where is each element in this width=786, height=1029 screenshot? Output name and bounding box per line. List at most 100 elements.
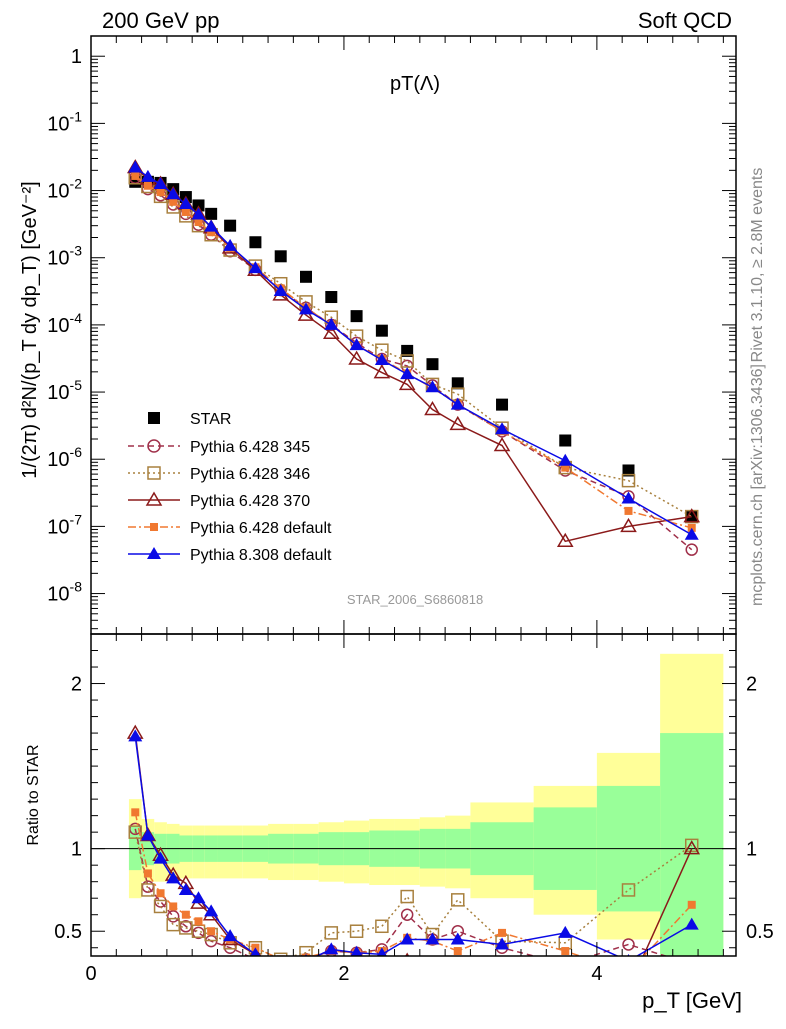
main-point-pythia-6-428-345-20 <box>685 543 698 556</box>
x-axis-label: p_T [GeV] <box>642 988 742 1013</box>
main-point-pythia-6-428-default-0 <box>131 171 140 180</box>
header-left: 200 GeV pp <box>102 8 219 33</box>
main-point-star-9 <box>274 250 287 263</box>
main-y-tick-label-4: 10-4 <box>47 310 82 337</box>
main-point-pythia-8-308-default-16 <box>450 397 465 410</box>
legend-marker-p346 <box>147 466 161 480</box>
main-point-pythia-8-308-default-6 <box>204 219 219 232</box>
ratio-point-pythia-8-308-default-2 <box>153 851 168 864</box>
main-y-axis-label: 1/(2π) d²N/(p_T dy dp_T) [GeV⁻²] <box>19 181 41 478</box>
ratio-point-pythia-8-308-default-11 <box>324 942 339 955</box>
main-point-pythia-6-428-370-20 <box>683 508 701 523</box>
ratio-point-pythia-6-428-default-4 <box>181 910 190 919</box>
main-point-pythia-8-308-default-1 <box>140 169 155 182</box>
ratio-point-pythia-6-428-370-17 <box>495 966 509 978</box>
x-tick-label-4: 4 <box>591 963 602 985</box>
legend-marker-p345 <box>147 439 161 453</box>
ratio-point-pythia-8-308-default-1 <box>140 828 155 841</box>
main-y-tick-label-1: 10-1 <box>47 108 82 135</box>
main-point-pythia-6-428-346-14 <box>400 354 414 368</box>
legend-marker-star <box>148 412 160 424</box>
main-point-pythia-6-428-default-19 <box>624 506 633 515</box>
main-point-pythia-8-308-default-9 <box>273 283 288 296</box>
main-point-pythia-8-308-default-4 <box>178 197 193 210</box>
main-y-tick-label-7: 10-7 <box>47 511 82 538</box>
main-y-tick-label-2: 10-2 <box>47 176 82 203</box>
main-point-pythia-8-308-default-8 <box>248 261 263 274</box>
ratio-point-pythia-8-308-default-17 <box>495 937 510 950</box>
main-point-pythia-8-308-default-18 <box>558 453 573 466</box>
ratio-point-pythia-6-428-346-16 <box>451 893 465 907</box>
ratio-series-group <box>126 724 701 1014</box>
ratio-point-pythia-6-428-346-0 <box>128 825 143 839</box>
ratio-point-pythia-6-428-370-19 <box>622 982 636 994</box>
ratio-point-pythia-8-308-default-8 <box>250 947 261 956</box>
main-series-group <box>126 159 701 556</box>
ratio-point-pythia-6-428-370-15 <box>425 972 439 984</box>
main-point-pythia-8-308-default-12 <box>349 338 364 351</box>
header-right: Soft QCD <box>638 8 732 33</box>
main-point-pythia-8-308-default-11 <box>324 317 339 330</box>
ratio-y-tick-label-left-0.5: 0.5 <box>54 921 82 943</box>
legend-entry-p370: Pythia 6.428 370 <box>128 491 310 510</box>
main-point-star-12 <box>350 310 363 323</box>
main-point-pythia-6-428-370-11 <box>322 324 340 340</box>
ratio-y-tick-label-left-2: 2 <box>71 674 82 696</box>
main-point-star-10 <box>300 270 312 283</box>
ratio-point-pythia-6-428-370-9 <box>274 964 288 976</box>
main-point-star-6 <box>205 207 218 220</box>
main-point-pythia-6-428-370-15 <box>424 401 441 416</box>
legend-label-p8def: Pythia 8.308 default <box>190 547 332 564</box>
main-point-pythia-6-428-default-2 <box>156 188 165 197</box>
main-point-pythia-8-308-default-15 <box>425 380 440 393</box>
ratio-point-pythia-6-428-346-9 <box>273 952 288 956</box>
main-point-star-19 <box>622 464 635 477</box>
main-point-pythia-8-308-default-3 <box>166 187 181 200</box>
main-line-pythia-6-428-346 <box>134 177 693 518</box>
main-point-pythia-6-428-370-19 <box>620 517 637 533</box>
ratio-plot-frame <box>90 633 737 957</box>
ratio-point-pythia-6-428-default-6 <box>207 927 216 936</box>
rivet-side-label: Rivet 3.1.10, ≥ 2.8M events <box>749 168 766 363</box>
x-tick-label-2: 2 <box>338 963 349 985</box>
ratio-point-pythia-8-308-default-7 <box>223 929 238 942</box>
legend: STAR Pythia 6.428 345 Pythia 6.428 346 P… <box>128 411 332 564</box>
ratio-point-pythia-8-308-default-3 <box>166 871 181 884</box>
legend-entry-p8def: Pythia 8.308 default <box>128 547 332 564</box>
ratio-point-pythia-6-428-346-1 <box>141 883 155 897</box>
ratio-point-pythia-6-428-default-19 <box>625 969 633 977</box>
main-point-pythia-6-428-default-18 <box>561 463 570 472</box>
ratio-point-pythia-6-428-default-1 <box>143 869 152 878</box>
mcplots-side-label: mcplots.cern.ch [arXiv:1306.3436] <box>749 364 766 606</box>
analysis-watermark: STAR_2006_S6860818 <box>347 592 483 607</box>
main-point-pythia-6-428-default-6 <box>207 228 216 237</box>
main-point-star-18 <box>559 434 572 447</box>
ratio-point-pythia-8-308-default-16 <box>450 932 465 945</box>
ratio-point-pythia-6-428-370-20 <box>683 840 701 855</box>
legend-entry-star: STAR <box>148 411 231 428</box>
main-plot-frame <box>90 35 737 635</box>
ratio-y-axis-label: Ratio to STAR <box>25 744 42 845</box>
ratio-point-pythia-6-428-370-10 <box>299 962 313 974</box>
ratio-point-pythia-8-308-default-18 <box>558 925 573 938</box>
ratio-point-pythia-6-428-346-13 <box>375 919 389 934</box>
ratio-point-pythia-6-428-370-18 <box>558 1002 572 1014</box>
main-point-pythia-8-308-default-2 <box>153 177 168 190</box>
main-series-pythia-8-308-default <box>128 160 699 540</box>
main-y-tick-label-0: 1 <box>71 46 82 68</box>
main-y-tick-label-5: 10-5 <box>47 377 82 404</box>
main-point-pythia-6-428-default-3 <box>169 197 178 206</box>
main-point-pythia-8-308-default-13 <box>374 353 389 366</box>
legend-entry-p345: Pythia 6.428 345 <box>128 439 310 456</box>
ratio-point-pythia-6-428-345-9 <box>275 962 286 973</box>
main-point-star-17 <box>496 398 509 411</box>
ratio-point-pythia-6-428-346-20 <box>684 838 699 853</box>
legend-marker-p6def <box>150 523 158 531</box>
ratio-point-pythia-8-308-default-5 <box>191 891 206 904</box>
main-y-tick-label-6: 10-6 <box>47 444 82 471</box>
ratio-point-pythia-8-308-default-0 <box>128 729 143 742</box>
main-point-pythia-6-428-346-19 <box>621 473 636 488</box>
main-point-pythia-8-308-default-19 <box>621 491 636 504</box>
